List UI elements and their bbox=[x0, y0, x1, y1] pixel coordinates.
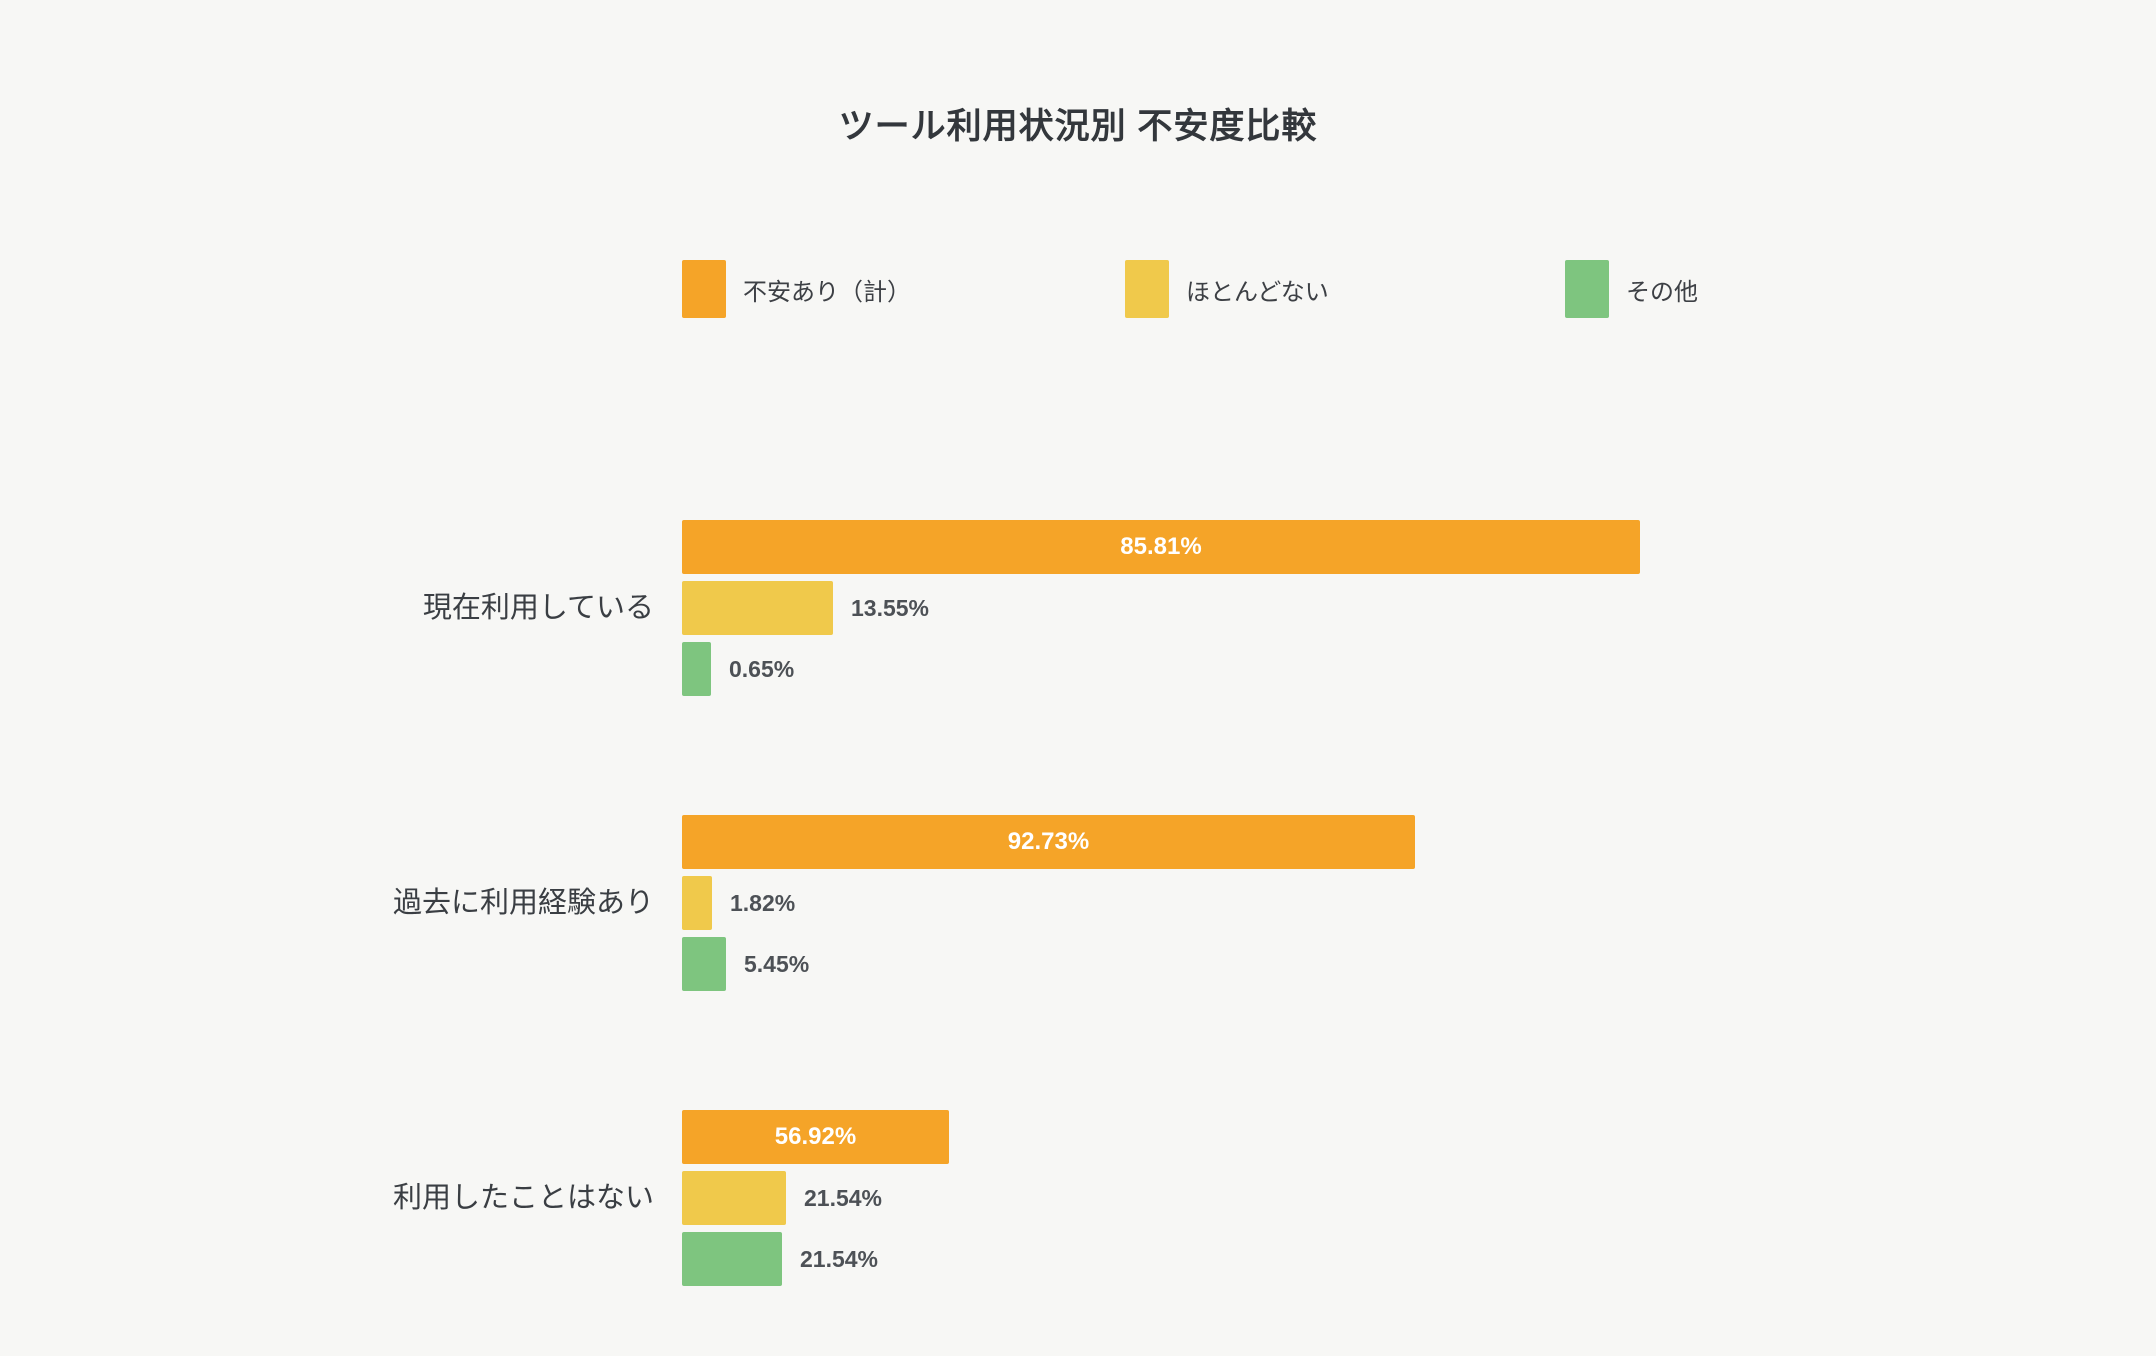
bar-other bbox=[682, 642, 711, 696]
bar-row: 85.81% bbox=[682, 520, 1640, 574]
bar-anxious: 92.73% bbox=[682, 815, 1415, 869]
legend-swatch-anxious bbox=[682, 260, 726, 318]
bar-row: 5.45% bbox=[682, 937, 1415, 991]
legend: 不安あり（計） ほとんどない その他 bbox=[0, 260, 2156, 320]
bar-stack: 92.73% 1.82% 5.45% bbox=[682, 815, 1415, 998]
bar-other bbox=[682, 937, 726, 991]
bar-group-past-experience: 過去に利用経験あり 92.73% 1.82% 5.45% bbox=[0, 815, 2156, 1055]
bar-anxious: 85.81% bbox=[682, 520, 1640, 574]
bar-almost-none bbox=[682, 876, 712, 930]
bar-anxious: 56.92% bbox=[682, 1110, 949, 1164]
legend-swatch-almost-none bbox=[1125, 260, 1169, 318]
bar-value-label: 56.92% bbox=[774, 1123, 857, 1150]
bar-row: 1.82% bbox=[682, 876, 1415, 930]
category-label: 現在利用している bbox=[422, 592, 654, 624]
bar-other bbox=[682, 1232, 782, 1286]
bar-row: 0.65% bbox=[682, 642, 1640, 696]
category-label: 過去に利用経験あり bbox=[392, 887, 654, 919]
bar-value-label: 1.82% bbox=[730, 889, 796, 916]
bar-group-never-used: 利用したことはない 56.92% 21.54% 21.54% bbox=[0, 1110, 2156, 1350]
legend-label-anxious: 不安あり（計） bbox=[743, 278, 911, 306]
bar-almost-none bbox=[682, 581, 833, 635]
chart-title: ツール利用状況別 不安度比較 bbox=[838, 107, 1318, 146]
bar-row: 56.92% bbox=[682, 1110, 949, 1164]
bar-value-label: 0.65% bbox=[729, 655, 795, 682]
bar-value-label: 85.81% bbox=[1120, 533, 1202, 560]
legend-label-other: その他 bbox=[1626, 278, 1698, 306]
bar-row: 13.55% bbox=[682, 581, 1640, 635]
bar-stack: 56.92% 21.54% 21.54% bbox=[682, 1110, 949, 1293]
bar-value-label: 21.54% bbox=[804, 1184, 883, 1211]
bar-value-label: 92.73% bbox=[1007, 828, 1090, 855]
bar-value-label: 5.45% bbox=[744, 950, 810, 977]
bar-row: 21.54% bbox=[682, 1171, 949, 1225]
legend-swatch-other bbox=[1565, 260, 1609, 318]
bar-value-label: 21.54% bbox=[800, 1245, 879, 1272]
bar-almost-none bbox=[682, 1171, 786, 1225]
legend-item-other: その他 bbox=[1565, 260, 1698, 318]
legend-item-almost-none: ほとんどない bbox=[1125, 260, 1329, 318]
bar-value-label: 13.55% bbox=[851, 594, 930, 621]
legend-item-anxious: 不安あり（計） bbox=[682, 260, 911, 318]
bar-stack: 85.81% 13.55% 0.65% bbox=[682, 520, 1640, 703]
legend-label-almost-none: ほとんどない bbox=[1186, 278, 1329, 306]
bar-row: 92.73% bbox=[682, 815, 1415, 869]
bar-row: 21.54% bbox=[682, 1232, 949, 1286]
bar-group-currently-using: 現在利用している 85.81% 13.55% 0.65% bbox=[0, 520, 2156, 760]
category-label: 利用したことはない bbox=[392, 1182, 654, 1214]
